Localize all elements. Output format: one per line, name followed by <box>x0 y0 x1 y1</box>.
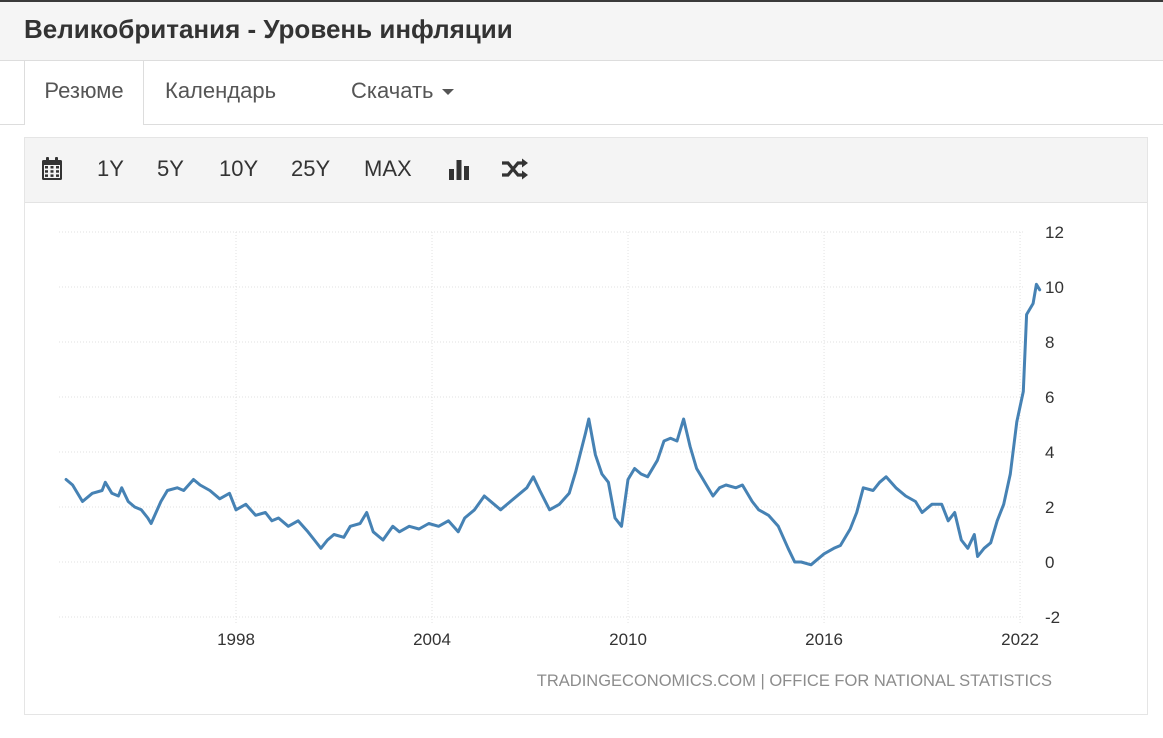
range-5y-button[interactable]: 5Y <box>157 156 184 181</box>
y-tick-label: 12 <box>1045 223 1064 242</box>
tab-calendar[interactable]: Календарь <box>165 61 276 124</box>
y-tick-label: 0 <box>1045 553 1054 572</box>
series-line <box>64 282 1042 567</box>
range-25y-button[interactable]: 25Y <box>291 156 331 181</box>
calendar-icon[interactable] <box>41 157 63 183</box>
y-tick-label: 6 <box>1045 388 1054 407</box>
title-bar: Великобритания - Уровень инфляции <box>0 2 1163 61</box>
y-tick-label: -2 <box>1045 608 1060 627</box>
tab-summary-label: Резюме <box>44 78 124 103</box>
range-10y-button[interactable]: 10Y <box>219 156 259 181</box>
shuffle-icon[interactable] <box>501 157 529 183</box>
chart-panel: 1Y 5Y 10Y 25Y MAX 12 10 8 6 4 2 0 -2 1998 2004 201… <box>24 137 1148 715</box>
y-tick-label: 8 <box>1045 333 1054 352</box>
x-tick-label: 1998 <box>217 630 255 649</box>
bar-chart-icon[interactable] <box>448 157 470 183</box>
x-tick-label: 2004 <box>413 630 451 649</box>
page-title: Великобритания - Уровень инфляции <box>24 14 513 44</box>
y-tick-label: 4 <box>1045 443 1054 462</box>
tab-summary[interactable]: Резюме <box>24 61 144 125</box>
download-dropdown-label: Скачать <box>351 78 434 103</box>
x-tick-label: 2022 <box>1001 630 1039 649</box>
y-tick-label: 10 <box>1045 278 1064 297</box>
chart-toolbar: 1Y 5Y 10Y 25Y MAX <box>25 138 1147 203</box>
x-tick-label: 2016 <box>805 630 843 649</box>
download-dropdown[interactable]: Скачать <box>351 61 454 124</box>
y-tick-label: 2 <box>1045 498 1054 517</box>
inflation-line-chart: 12 10 8 6 4 2 0 -2 1998 2004 2010 2016 2022 TRADINGE… <box>59 223 1064 690</box>
tabs-bar: Резюме Календарь Скачать <box>0 61 1163 125</box>
range-max-button[interactable]: MAX <box>364 156 412 181</box>
tab-calendar-label: Календарь <box>165 78 277 103</box>
x-tick-label: 2010 <box>609 630 647 649</box>
range-1y-button[interactable]: 1Y <box>97 156 124 181</box>
top-border <box>0 0 1163 2</box>
source-attribution: TRADINGECONOMICS.COM | OFFICE FOR NATION… <box>537 672 1052 690</box>
caret-down-icon <box>441 89 454 96</box>
